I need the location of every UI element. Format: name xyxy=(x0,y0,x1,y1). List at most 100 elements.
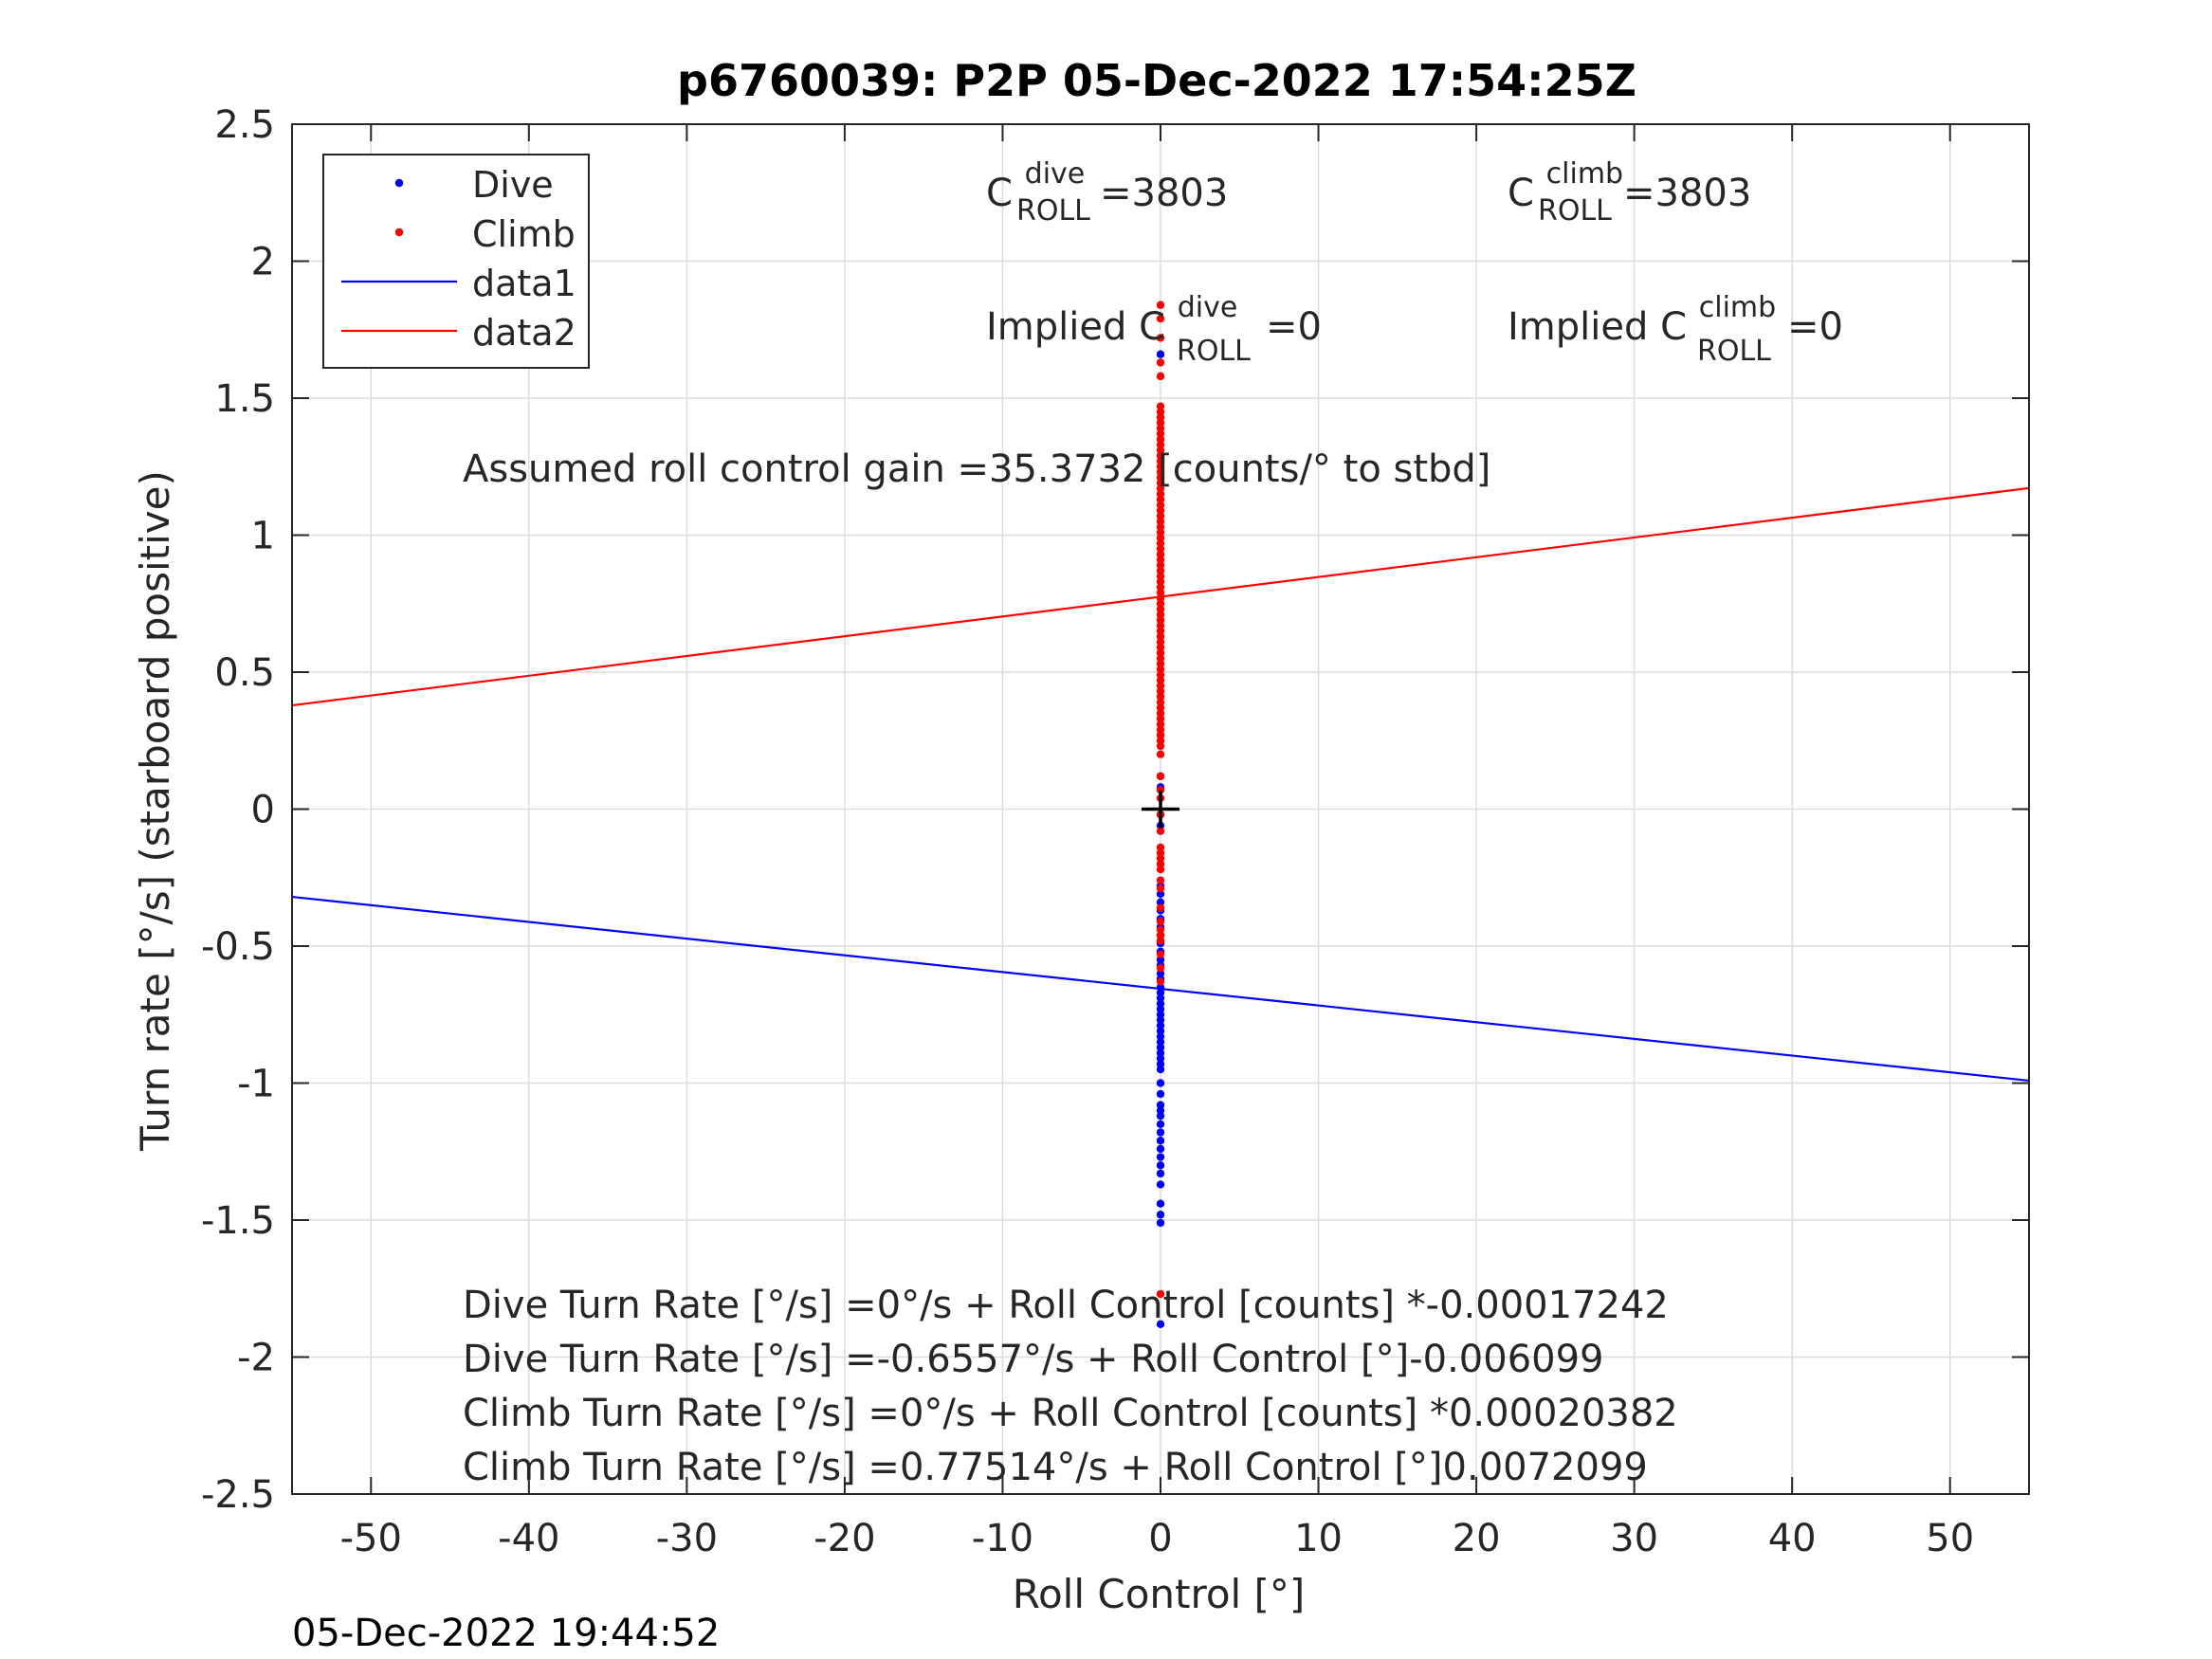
climb-point xyxy=(1156,588,1165,597)
climb-point xyxy=(1156,720,1165,729)
climb-point xyxy=(1156,772,1165,781)
chart-title: p6760039: P2P 05-Dec-2022 17:54:25Z xyxy=(677,55,1636,106)
dive-point xyxy=(1156,1101,1165,1109)
x-tick-label: -10 xyxy=(972,1517,1033,1560)
c-climb-base: C xyxy=(1508,172,1534,215)
dive-point xyxy=(1156,1032,1165,1041)
climb-point xyxy=(1156,593,1165,603)
dive-point xyxy=(1156,1015,1165,1025)
climb-point xyxy=(1156,615,1165,625)
climb-point xyxy=(1156,1289,1165,1299)
svg-text:C dive: C dive xyxy=(986,157,1085,215)
legend-label-dive: Dive xyxy=(472,164,554,206)
legend-marker-climb xyxy=(394,228,404,237)
dive-point xyxy=(1156,999,1165,1008)
climb-point xyxy=(1156,725,1165,734)
climb-point xyxy=(1156,484,1165,493)
climb-point xyxy=(1156,314,1165,323)
climb-point xyxy=(1156,544,1165,554)
svg-text:Implied C climb: Implied C climb xyxy=(1508,291,1776,349)
y-tick-label: -2 xyxy=(237,1337,275,1380)
climb-point xyxy=(1156,577,1165,586)
climb-point xyxy=(1156,750,1165,758)
climb-point xyxy=(1156,506,1165,515)
climb-point xyxy=(1156,917,1165,926)
dive-point xyxy=(1156,988,1165,997)
climb-point xyxy=(1156,687,1165,696)
climb-point xyxy=(1156,561,1165,570)
implied-climb-base: Implied C xyxy=(1508,305,1687,349)
climb-point xyxy=(1156,566,1165,575)
dive-point xyxy=(1156,889,1165,899)
climb-point xyxy=(1156,848,1165,857)
annotation-c-dive: C dive ROLL =3803 xyxy=(986,157,1228,228)
origin-plus-marker xyxy=(1142,790,1179,829)
climb-point xyxy=(1156,660,1165,668)
dive-point xyxy=(1156,1180,1165,1189)
legend-label-climb: Climb xyxy=(472,213,576,255)
implied-climb-sub: ROLL xyxy=(1697,335,1771,368)
implied-dive-value: =0 xyxy=(1266,305,1322,349)
x-tick-label: 20 xyxy=(1453,1517,1501,1560)
climb-point xyxy=(1156,648,1165,657)
climb-point xyxy=(1156,599,1165,608)
y-tick-label: -0.5 xyxy=(201,925,275,969)
y-tick-label: 1.5 xyxy=(214,377,275,421)
climb-point xyxy=(1156,605,1165,613)
dive-point xyxy=(1156,1199,1165,1208)
x-tick-label: -50 xyxy=(340,1517,402,1560)
climb-point xyxy=(1156,950,1165,958)
climb-point xyxy=(1156,435,1165,444)
svg-text:Implied C dive: Implied C dive xyxy=(986,291,1237,349)
climb-point xyxy=(1156,931,1165,939)
c-climb-value: =3803 xyxy=(1623,172,1751,215)
dive-point xyxy=(1156,1005,1165,1013)
implied-climb-sup: climb xyxy=(1699,291,1776,324)
climb-point xyxy=(1156,703,1165,712)
legend-label-data2: data2 xyxy=(472,312,576,354)
series-dive xyxy=(1156,350,1165,1329)
x-tick-label: -20 xyxy=(814,1517,875,1560)
implied-dive-sub: ROLL xyxy=(1177,335,1251,368)
climb-point xyxy=(1156,440,1165,449)
climb-point xyxy=(1156,429,1165,438)
climb-point xyxy=(1156,556,1165,564)
dive-point xyxy=(1156,1161,1165,1170)
climb-point xyxy=(1156,654,1165,663)
dive-point xyxy=(1156,1218,1165,1228)
x-tick-label: -30 xyxy=(656,1517,718,1560)
climb-point xyxy=(1156,538,1165,548)
x-tick-label: -40 xyxy=(498,1517,559,1560)
climb-point xyxy=(1156,402,1165,410)
dive-point xyxy=(1156,1169,1165,1178)
climb-point xyxy=(1156,522,1165,532)
climb-point xyxy=(1156,512,1165,520)
y-tick-label: -1 xyxy=(237,1063,275,1106)
x-tick-label: 10 xyxy=(1294,1517,1343,1560)
y-axis-label: Turn rate [°/s] (starboard positive) xyxy=(132,470,178,1152)
climb-point xyxy=(1156,665,1165,674)
dive-point xyxy=(1156,1043,1165,1052)
equation-climb-counts: Climb Turn Rate [°/s] =0°/s + Roll Contr… xyxy=(463,1392,1678,1435)
climb-point xyxy=(1156,489,1165,499)
x-axis-label: Roll Control [°] xyxy=(1013,1571,1306,1617)
climb-point xyxy=(1156,413,1165,422)
climb-point xyxy=(1156,884,1165,893)
climb-point xyxy=(1156,611,1165,619)
data-points xyxy=(1156,301,1165,1329)
climb-point xyxy=(1156,903,1165,912)
equation-climb-degrees: Climb Turn Rate [°/s] =0.77514°/s + Roll… xyxy=(463,1446,1648,1489)
y-tick-label: 1 xyxy=(251,515,275,558)
x-tick-label: 40 xyxy=(1768,1517,1817,1560)
x-tick-label: 30 xyxy=(1610,1517,1658,1560)
dive-point xyxy=(1156,1106,1165,1115)
climb-point xyxy=(1156,925,1165,934)
climb-point xyxy=(1156,534,1165,542)
x-tick-labels: -50 -40 -30 -20 -10 0 10 20 30 40 50 xyxy=(340,1517,1975,1560)
climb-point xyxy=(1156,977,1165,986)
dive-point xyxy=(1156,1320,1165,1329)
climb-point xyxy=(1156,457,1165,465)
equation-dive-counts: Dive Turn Rate [°/s] =0°/s + Roll Contro… xyxy=(463,1284,1669,1327)
y-tick-label: 0.5 xyxy=(214,651,275,695)
